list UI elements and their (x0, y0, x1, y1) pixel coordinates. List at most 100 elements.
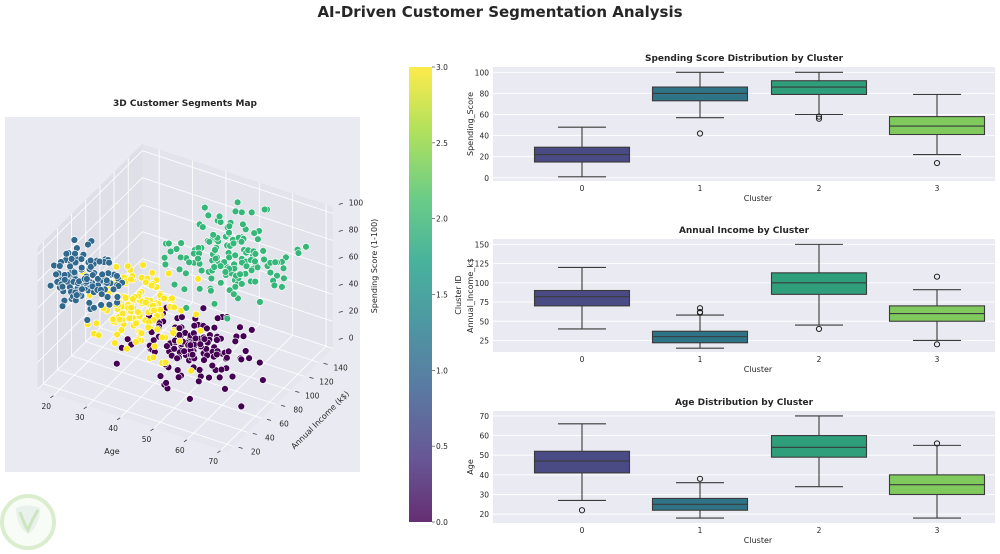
age-tick-label: 60 (175, 446, 185, 455)
spend-tick-mark (338, 338, 343, 340)
point-cluster-2 (207, 274, 216, 283)
point-cluster-0 (242, 347, 250, 355)
income-tick-label: 20 (251, 447, 261, 456)
point-cluster-2 (166, 247, 175, 256)
point-cluster-0 (175, 331, 184, 339)
point-cluster-2 (165, 239, 173, 248)
gridline-income-floor (57, 369, 248, 433)
point-cluster-3 (127, 304, 135, 312)
age-tick-mark (183, 439, 188, 443)
point-cluster-0 (175, 373, 183, 381)
point-cluster-1 (70, 236, 79, 244)
point-cluster-1 (71, 250, 79, 258)
point-cluster-1 (46, 282, 55, 290)
spend-tick-label: 80 (349, 225, 359, 234)
point-cluster-0 (216, 373, 224, 382)
y-tick-label: 20 (479, 153, 489, 162)
y-tick-label: 75 (479, 298, 489, 307)
point-cluster-0 (156, 372, 165, 380)
point-cluster-3 (111, 339, 119, 347)
point-cluster-1 (87, 263, 95, 271)
point-cluster-2 (207, 287, 215, 295)
scatter-points (46, 198, 310, 411)
point-cluster-1 (58, 283, 67, 291)
point-cluster-2 (161, 260, 170, 269)
point-cluster-2 (180, 285, 189, 293)
point-cluster-2 (212, 254, 220, 263)
point-cluster-3 (124, 262, 132, 270)
age-tick-mark (116, 417, 121, 421)
z-axis-label: Spending Score (1-100) (370, 219, 379, 314)
point-cluster-0 (200, 356, 208, 364)
point-cluster-3 (150, 306, 158, 314)
point-cluster-0 (123, 335, 132, 343)
point-cluster-0 (259, 376, 267, 384)
box-cluster-3 (888, 93, 986, 167)
box-cluster-2 (770, 71, 868, 122)
x-tick-label: 3 (935, 526, 940, 535)
point-cluster-3 (147, 281, 156, 290)
point-cluster-0 (256, 358, 264, 367)
point-cluster-3 (121, 294, 130, 302)
outlier-point (696, 130, 704, 137)
point-cluster-0 (170, 345, 178, 353)
point-cluster-3 (142, 298, 150, 307)
point-cluster-2 (204, 211, 213, 220)
y-tick-label: 100 (475, 279, 490, 288)
point-cluster-1 (109, 285, 118, 293)
box-cluster-3 (888, 273, 986, 348)
box-title: Annual Income by Cluster (679, 226, 810, 236)
outlier-point (696, 475, 704, 482)
box-cluster-0 (533, 423, 631, 514)
gridline-age-floor (187, 334, 293, 440)
spend-tick-label: 60 (349, 252, 359, 261)
box-cluster-1 (651, 305, 749, 349)
point-cluster-2 (194, 254, 202, 263)
point-cluster-3 (150, 342, 159, 350)
x-tick-label: 2 (817, 355, 822, 364)
age-tick-mark (150, 428, 154, 432)
age-tick-mark (83, 406, 87, 410)
point-cluster-2 (182, 269, 190, 277)
point-cluster-2 (160, 254, 169, 262)
point-cluster-2 (280, 274, 288, 282)
box-title: Spending Score Distribution by Cluster (645, 54, 844, 64)
point-cluster-0 (213, 336, 221, 344)
point-cluster-2 (260, 255, 268, 264)
point-cluster-2 (223, 314, 232, 323)
colorbar-ticks: 0.0 0.5 1.0 1.5 2.0 2.5 3.0 (432, 63, 448, 527)
point-cluster-1 (94, 275, 102, 283)
point-cluster-0 (237, 355, 246, 364)
point-cluster-0 (150, 336, 158, 344)
point-cluster-1 (83, 316, 92, 324)
point-cluster-3 (158, 333, 166, 341)
outlier-point (933, 341, 941, 348)
point-cluster-2 (215, 212, 224, 221)
point-cluster-2 (230, 290, 238, 298)
point-cluster-0 (190, 322, 199, 330)
y-tick-label: 60 (479, 111, 489, 120)
point-cluster-0 (245, 354, 253, 362)
point-cluster-2 (229, 239, 238, 248)
colorbar-tick-label: 0.5 (436, 442, 448, 451)
point-cluster-3 (192, 310, 200, 318)
3d-tick-labels: 2030405060702040608010012014002040608010… (42, 198, 364, 465)
x-tick-label: 0 (580, 355, 585, 364)
iqr-box (533, 289, 631, 307)
point-cluster-3 (175, 337, 184, 345)
watermark-logo (0, 494, 56, 550)
box-cluster-2 (770, 243, 868, 333)
gridline-spend-back (142, 231, 333, 295)
box-cluster-1 (651, 475, 749, 519)
income-tick-label: 80 (293, 405, 303, 414)
point-cluster-1 (58, 302, 67, 310)
point-cluster-1 (52, 270, 60, 279)
point-cluster-3 (149, 353, 158, 361)
gridline-spend-back (142, 258, 333, 322)
point-cluster-1 (61, 276, 69, 284)
point-cluster-1 (77, 264, 86, 272)
spend-tick-label: 40 (349, 279, 359, 288)
point-cluster-0 (237, 402, 246, 411)
point-cluster-2 (236, 270, 244, 278)
income-tick-mark (281, 405, 286, 407)
